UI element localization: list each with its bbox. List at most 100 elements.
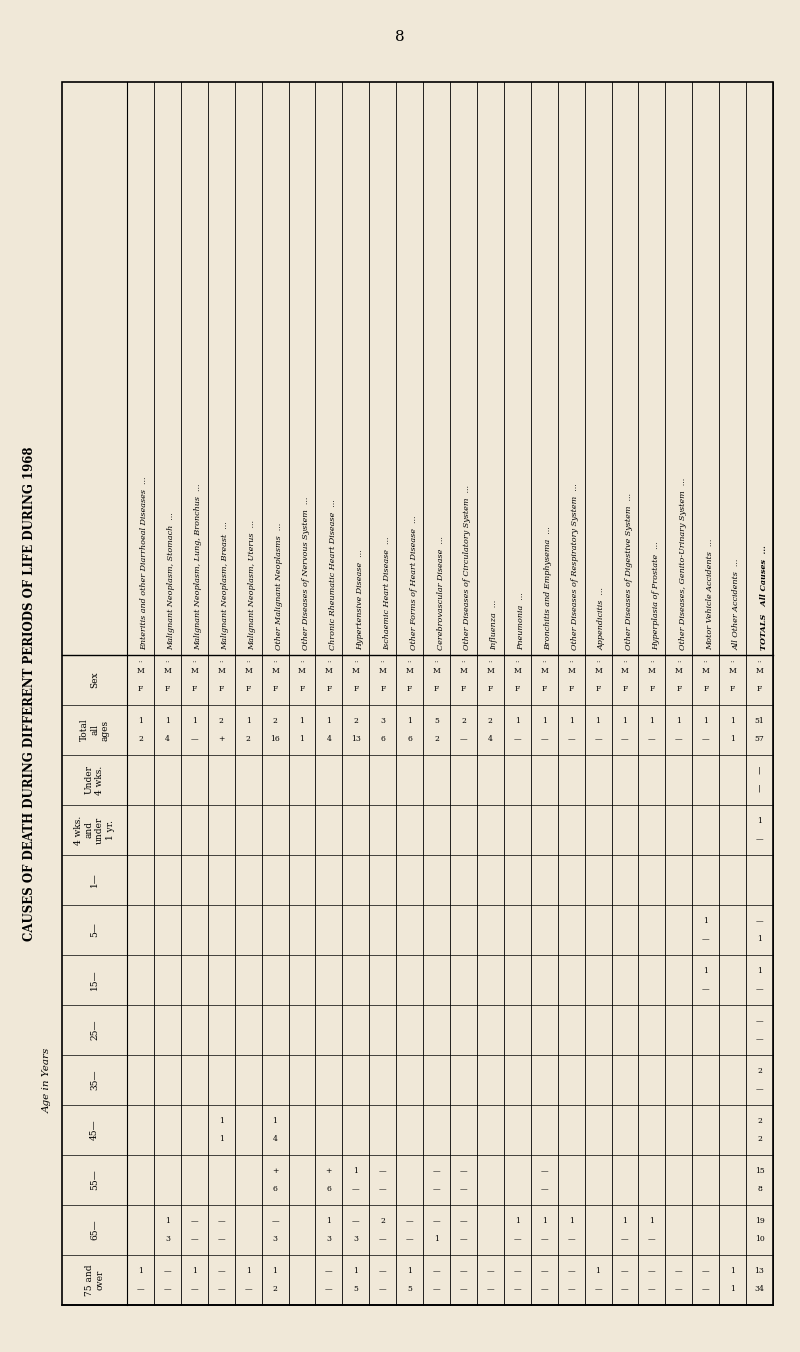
Text: M: M [271,667,279,675]
Text: Bronchitis and Emphysema  ...: Bronchitis and Emphysema ... [544,526,552,650]
Text: :: : [433,660,441,662]
Text: —: — [218,1284,225,1293]
Text: F: F [488,685,493,694]
Text: CAUSES OF DEATH DURING DIFFERENT PERIODS OF LIFE DURING 1968: CAUSES OF DEATH DURING DIFFERENT PERIODS… [23,446,37,941]
Text: Influenza  ...: Influenza ... [490,600,498,650]
Text: Motor Vehicle Accidents  ...: Motor Vehicle Accidents ... [706,538,714,650]
Text: F: F [407,685,412,694]
Text: F: F [703,685,708,694]
Text: 1: 1 [407,717,412,725]
Text: —: — [702,936,710,942]
Text: 2: 2 [273,717,278,725]
Text: :: : [648,660,656,662]
Text: 1: 1 [596,717,601,725]
Text: —: — [218,1217,225,1225]
Text: F: F [299,685,305,694]
Text: Other Diseases of Digestive System  ...: Other Diseases of Digestive System ... [625,493,633,650]
Text: —: — [379,1184,386,1192]
Text: —: — [325,1284,333,1293]
Text: —: — [648,1267,656,1275]
Text: 1: 1 [138,717,143,725]
Text: —: — [756,836,763,844]
Text: M: M [648,667,656,675]
Text: 1: 1 [165,717,170,725]
Text: M: M [594,667,602,675]
Text: 4: 4 [326,735,331,744]
Text: —: — [486,1284,494,1293]
Text: —: — [756,1086,763,1092]
Text: :: : [755,660,763,662]
Text: —: — [756,986,763,992]
Text: —: — [433,1167,440,1175]
Text: F: F [542,685,547,694]
Text: Malignant Neoplasm, Lung, Bronchus  ...: Malignant Neoplasm, Lung, Bronchus ... [194,484,202,650]
Text: Ischaemic Heart Disease  ...: Ischaemic Heart Disease ... [382,537,390,650]
Text: —: — [621,1284,629,1293]
Text: Other Diseases, Genito-Urinary System  ...: Other Diseases, Genito-Urinary System ..… [678,477,686,650]
Text: 1: 1 [650,1217,654,1225]
Text: +: + [272,1167,278,1175]
Text: 2: 2 [380,1217,385,1225]
Text: 2: 2 [138,735,143,744]
Text: 1: 1 [596,1267,601,1275]
Text: :: : [298,660,306,662]
Text: :: : [352,660,360,662]
Text: :: : [218,660,226,662]
Text: M: M [486,667,494,675]
Text: 1: 1 [569,717,574,725]
Text: F: F [676,685,682,694]
Text: —: — [406,1234,414,1242]
Text: 6: 6 [273,1184,278,1192]
Text: —: — [137,1284,144,1293]
Text: —: — [702,1284,710,1293]
Text: M: M [218,667,225,675]
Text: Age in Years: Age in Years [42,1048,51,1113]
Text: 1: 1 [515,1217,520,1225]
Text: —: — [379,1284,386,1293]
Text: +: + [326,1167,332,1175]
Text: 1: 1 [757,817,762,825]
Text: —: — [486,1267,494,1275]
Text: —: — [540,1184,548,1192]
Text: 2: 2 [757,1134,762,1142]
Bar [62,82,773,1305]
Text: —: — [621,735,629,744]
Text: :: : [271,660,279,662]
Text: —: — [621,1234,629,1242]
Text: —: — [190,1217,198,1225]
Text: :: : [729,660,737,662]
Text: M: M [379,667,386,675]
Text: :: : [190,660,198,662]
Text: :: : [514,660,522,662]
Text: 6: 6 [326,1184,331,1192]
Text: —: — [433,1267,440,1275]
Text: Malignant Neoplasm, Breast  ...: Malignant Neoplasm, Breast ... [222,522,230,650]
Text: —: — [190,735,198,744]
Text: —: — [567,1267,575,1275]
Text: —: — [460,735,467,744]
Text: —: — [675,735,682,744]
Text: Hyperplasia of Prostate  ...: Hyperplasia of Prostate ... [652,541,660,650]
Text: —: — [675,1284,682,1293]
Text: Appendicitis  ...: Appendicitis ... [598,587,606,650]
Text: 1: 1 [165,1217,170,1225]
Text: F: F [650,685,654,694]
Text: F: F [353,685,358,694]
Text: Sex: Sex [90,672,99,688]
Text: 2: 2 [273,1284,278,1293]
Text: :: : [540,660,548,662]
Text: Malignant Neoplasm, Uterus  ...: Malignant Neoplasm, Uterus ... [248,521,256,650]
Text: :: : [378,660,386,662]
Text: 1: 1 [730,1284,735,1293]
Text: TOTALS   All Causes  ...: TOTALS All Causes ... [759,545,767,650]
Text: —: — [460,1184,467,1192]
Text: —: — [379,1234,386,1242]
Text: 16: 16 [270,735,280,744]
Text: 3: 3 [326,1234,331,1242]
Text: 1: 1 [703,967,708,975]
Text: 2: 2 [434,735,439,744]
Text: 1: 1 [326,717,331,725]
Text: 2: 2 [354,717,358,725]
Text: 5—: 5— [90,922,99,937]
Text: F: F [246,685,250,694]
